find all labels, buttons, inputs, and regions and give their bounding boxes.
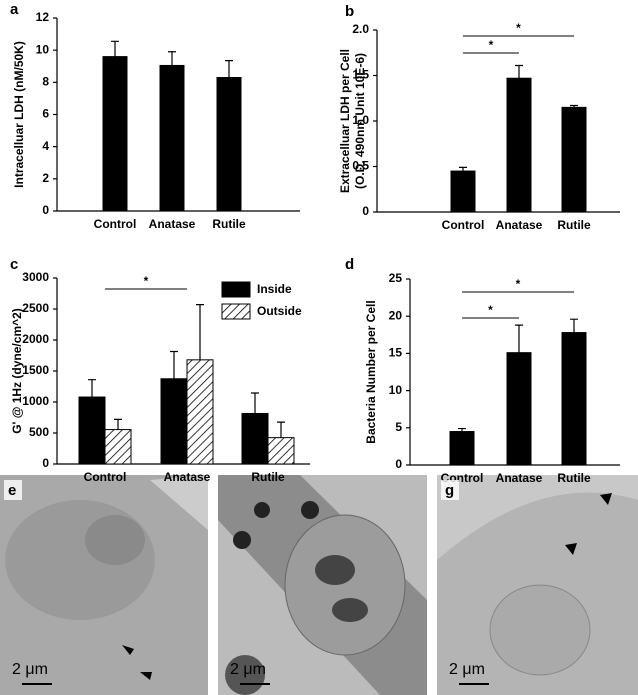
panel-letter: g (445, 482, 454, 499)
error-bar (515, 64, 523, 79)
error-bar (570, 104, 578, 108)
bar (506, 77, 532, 213)
bar (102, 56, 128, 212)
y-tick-label: 1500 (22, 363, 49, 377)
micrograph-g (437, 475, 638, 695)
panel-letter: b (345, 3, 354, 20)
significance-label: * (489, 38, 494, 52)
error-bar (251, 392, 259, 414)
y-tick-label: 0.5 (352, 159, 369, 173)
significance-label: * (144, 274, 149, 288)
bar (186, 359, 214, 465)
y-tick-label: 15 (389, 346, 403, 360)
micrograph-f (218, 475, 427, 695)
y-tick-label: 0 (395, 457, 402, 471)
bar (450, 170, 476, 213)
y-tick-label: 25 (389, 271, 403, 285)
bar (216, 77, 242, 212)
y-tick-label: 20 (389, 308, 403, 322)
y-tick-label: 8 (42, 75, 49, 89)
label-bg (441, 480, 459, 500)
bar (104, 429, 132, 465)
x-tick-label: Anatase (496, 218, 543, 232)
y-tick-label: 6 (42, 107, 49, 121)
x-tick-label: Rutile (557, 218, 591, 232)
error-bar (111, 40, 119, 57)
y-axis-label: (O.D. 490nm Unit 10E-6) (353, 53, 367, 189)
y-axis-label: Bacteria Number per Cell (364, 300, 378, 443)
y-tick-label: 5 (395, 420, 402, 434)
y-tick-label: 12 (36, 10, 50, 24)
bar (241, 412, 269, 465)
scale-label: 2 μm (12, 661, 48, 678)
micrograph-e (0, 475, 208, 695)
x-tick-label: Anatase (496, 471, 543, 485)
error-bar (458, 427, 466, 432)
y-tick-label: 0 (362, 204, 369, 218)
y-tick-label: 2.0 (352, 22, 369, 36)
bar (561, 332, 587, 466)
error-bar (459, 166, 467, 172)
scale-label: 2 μm (449, 661, 485, 678)
error-bar (168, 51, 176, 66)
bar (561, 106, 587, 213)
legend-label: Outside (257, 304, 302, 318)
error-bar (170, 350, 178, 379)
panel-letter: a (10, 1, 19, 18)
x-tick-label: Rutile (251, 470, 285, 484)
y-axis-label: Extracelluar LDH per Cell (338, 49, 352, 193)
x-tick-label: Anatase (164, 470, 211, 484)
x-tick-label: Control (442, 218, 485, 232)
significance-label: * (516, 277, 521, 291)
legend-label: Inside (257, 282, 292, 296)
bar (78, 396, 106, 465)
x-tick-label: Control (94, 217, 137, 231)
scale-label: 2 μm (230, 661, 266, 678)
y-axis-label: Intracelluar LDH (nM/50K) (12, 41, 26, 188)
x-tick-label: Control (84, 470, 127, 484)
bar (159, 64, 185, 212)
bar (506, 352, 532, 466)
bar (160, 378, 188, 465)
error-bar (570, 318, 578, 333)
significance-label: * (488, 303, 493, 317)
error-bar (114, 418, 122, 430)
panel-letter: d (345, 256, 354, 273)
y-tick-label: 0 (42, 203, 49, 217)
panel-letter: c (10, 256, 18, 273)
y-axis-label: G' @ 1Hz (dyne/cm^2) (10, 308, 24, 434)
y-tick-label: 3000 (22, 270, 49, 284)
y-tick-label: 4 (42, 139, 49, 153)
x-tick-label: Rutile (212, 217, 246, 231)
y-tick-label: 2500 (22, 301, 49, 315)
legend-swatch (221, 281, 251, 298)
y-tick-label: 10 (389, 383, 403, 397)
error-bar (277, 421, 285, 438)
x-tick-label: Rutile (557, 471, 591, 485)
y-tick-label: 2000 (22, 332, 49, 346)
x-tick-label: Anatase (149, 217, 196, 231)
y-tick-label: 10 (36, 42, 50, 56)
error-bar (225, 60, 233, 78)
error-bar (515, 324, 523, 353)
error-bar (88, 379, 96, 398)
panel-letter: e (8, 482, 16, 499)
error-bar (196, 304, 204, 360)
y-tick-label: 500 (29, 425, 49, 439)
y-tick-label: 1.5 (352, 68, 369, 82)
y-tick-label: 2 (42, 171, 49, 185)
y-tick-label: 0 (42, 456, 49, 470)
y-tick-label: 1000 (22, 394, 49, 408)
bar (267, 437, 295, 465)
bar (449, 431, 475, 466)
label-bg (4, 480, 22, 500)
y-tick-label: 1.0 (352, 113, 369, 127)
legend-swatch (221, 303, 251, 320)
significance-label: * (516, 21, 521, 35)
